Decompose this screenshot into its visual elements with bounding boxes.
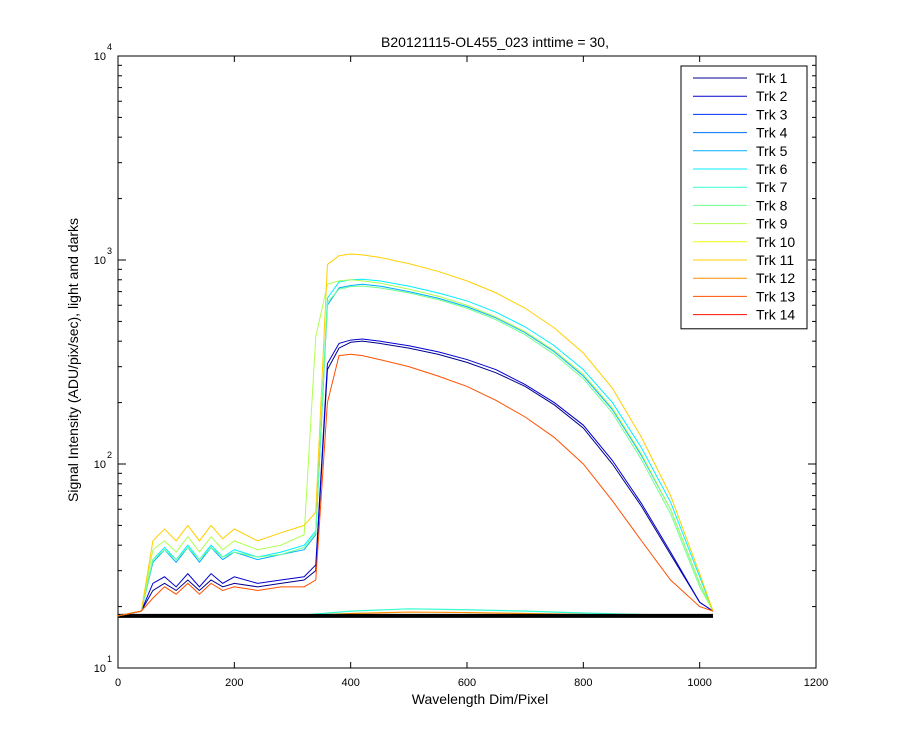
legend-label: Trk 5 bbox=[756, 143, 788, 159]
legend-label: Trk 2 bbox=[756, 88, 788, 104]
series-line bbox=[117, 285, 714, 617]
y-tick-label: 101 bbox=[94, 654, 112, 675]
x-axis-label: Wavelength Dim/Pixel bbox=[412, 691, 548, 707]
legend-label: Trk 1 bbox=[756, 70, 788, 86]
series-line bbox=[117, 340, 714, 617]
legend-box bbox=[680, 65, 808, 330]
y-tick-base: 10 bbox=[94, 459, 106, 471]
y-tick-label: 102 bbox=[94, 450, 112, 471]
legend-label: Trk 12 bbox=[756, 270, 795, 286]
legend-label: Trk 9 bbox=[756, 216, 788, 232]
y-tick-exponent: 2 bbox=[107, 450, 112, 460]
legend-label: Trk 14 bbox=[756, 307, 795, 323]
legend-label: Trk 10 bbox=[756, 234, 795, 250]
x-tick-label: 600 bbox=[458, 677, 476, 689]
legend-label: Trk 11 bbox=[756, 252, 794, 268]
y-tick-base: 10 bbox=[94, 51, 106, 63]
legend-label: Trk 13 bbox=[756, 288, 795, 304]
x-tick-label: 1200 bbox=[804, 677, 828, 689]
series-line bbox=[117, 353, 714, 617]
legend-label: Trk 3 bbox=[756, 106, 788, 122]
series-line bbox=[117, 253, 714, 617]
series-line bbox=[117, 279, 714, 617]
chart-title: B20121115-OL455_023 inttime = 30, bbox=[381, 34, 609, 50]
legend-label: Trk 6 bbox=[756, 161, 788, 177]
legend: Trk 1 Trk 2 Trk 3 Trk 4 Trk 5 Trk 6 Trk 7 Trk 8… bbox=[680, 65, 808, 330]
legend-label: Trk 4 bbox=[756, 125, 788, 141]
y-tick-exponent: 1 bbox=[107, 654, 112, 664]
y-tick-exponent: 4 bbox=[107, 42, 112, 52]
y-tick-label: 103 bbox=[94, 246, 112, 267]
series-line bbox=[117, 338, 714, 617]
x-tick-label: 800 bbox=[574, 677, 592, 689]
series-line bbox=[117, 278, 714, 617]
x-tick-label: 0 bbox=[115, 677, 121, 689]
x-tick-label: 1000 bbox=[687, 677, 711, 689]
y-tick-label: 104 bbox=[94, 42, 112, 63]
x-tick-label: 400 bbox=[341, 677, 359, 689]
y-tick-base: 10 bbox=[94, 663, 106, 675]
y-axis-label: Signal Intensity (ADU/pix/sec), light an… bbox=[65, 218, 81, 502]
y-tick-base: 10 bbox=[94, 255, 106, 267]
legend-label: Trk 8 bbox=[756, 197, 788, 213]
y-tick-exponent: 3 bbox=[107, 246, 112, 256]
legend-label: Trk 7 bbox=[756, 179, 788, 195]
x-tick-label: 200 bbox=[225, 677, 243, 689]
